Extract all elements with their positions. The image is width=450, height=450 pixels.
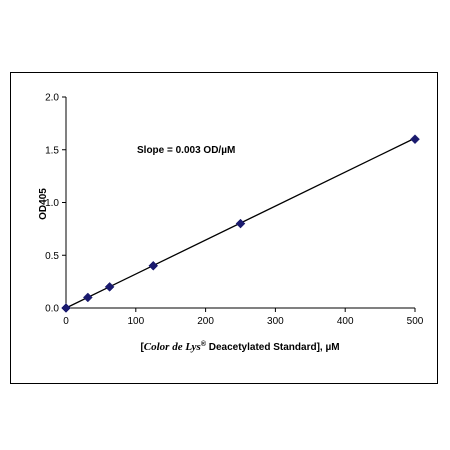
data-point: [410, 134, 420, 145]
x-axis-title-open: [: [140, 342, 144, 353]
data-point: [82, 292, 93, 303]
axes: [65, 97, 415, 309]
data-points: [61, 134, 420, 313]
x-tick-label: 300: [267, 316, 284, 327]
y-tick-label: 0.5: [45, 251, 59, 262]
y-axis-title: OD405: [38, 188, 49, 220]
x-tick-label: 400: [337, 316, 354, 327]
data-point: [148, 260, 159, 271]
registered-mark: ®: [201, 340, 207, 348]
x-tick-label: 0: [63, 316, 69, 327]
x-tick-label: 100: [127, 316, 144, 327]
x-tick-label: 500: [407, 316, 424, 327]
y-tick-label: 1.5: [45, 145, 59, 156]
slope-annotation: Slope = 0.003 OD/µM: [137, 145, 235, 156]
data-point: [104, 282, 115, 292]
y-tick-label: 1.0: [45, 198, 59, 209]
x-axis-title: [Color de Lys® Deacetylated Standard], µ…: [140, 340, 339, 353]
x-ticks: 0 100 200 300 400 500: [63, 308, 424, 327]
data-point: [61, 303, 71, 313]
x-tick-label: 200: [197, 316, 214, 327]
y-tick-label: 0.0: [45, 304, 59, 315]
x-axis-title-rest: Deacetylated Standard], µM: [206, 342, 340, 353]
chart-frame: [10, 72, 438, 384]
data-point: [235, 218, 246, 229]
brand-name: Color de Lys: [144, 341, 201, 353]
y-tick-label: 2.0: [45, 93, 59, 104]
